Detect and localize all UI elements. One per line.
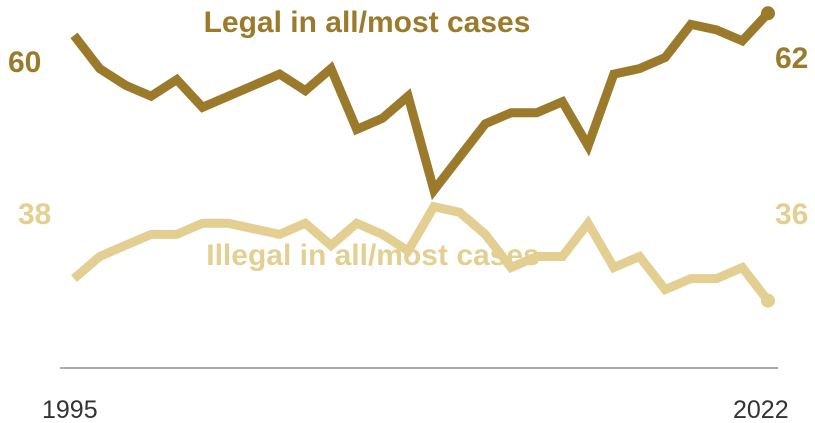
series-end-point-0 xyxy=(761,6,775,21)
start-value-illegal: 38 xyxy=(18,198,51,231)
x-tick-label-start: 1995 xyxy=(42,396,98,423)
series-line-0 xyxy=(70,10,772,201)
start-value-legal: 60 xyxy=(8,46,41,79)
series-lines xyxy=(70,6,775,308)
series-label-legal: Legal in all/most cases xyxy=(204,6,531,39)
series-end-point-1 xyxy=(761,293,775,308)
series-line-1 xyxy=(71,201,772,304)
x-tick-label-end: 2022 xyxy=(733,396,789,423)
end-value-illegal: 36 xyxy=(775,198,808,231)
series-label-illegal: Illegal in all/most cases xyxy=(206,239,540,272)
end-value-legal: 62 xyxy=(775,42,808,75)
